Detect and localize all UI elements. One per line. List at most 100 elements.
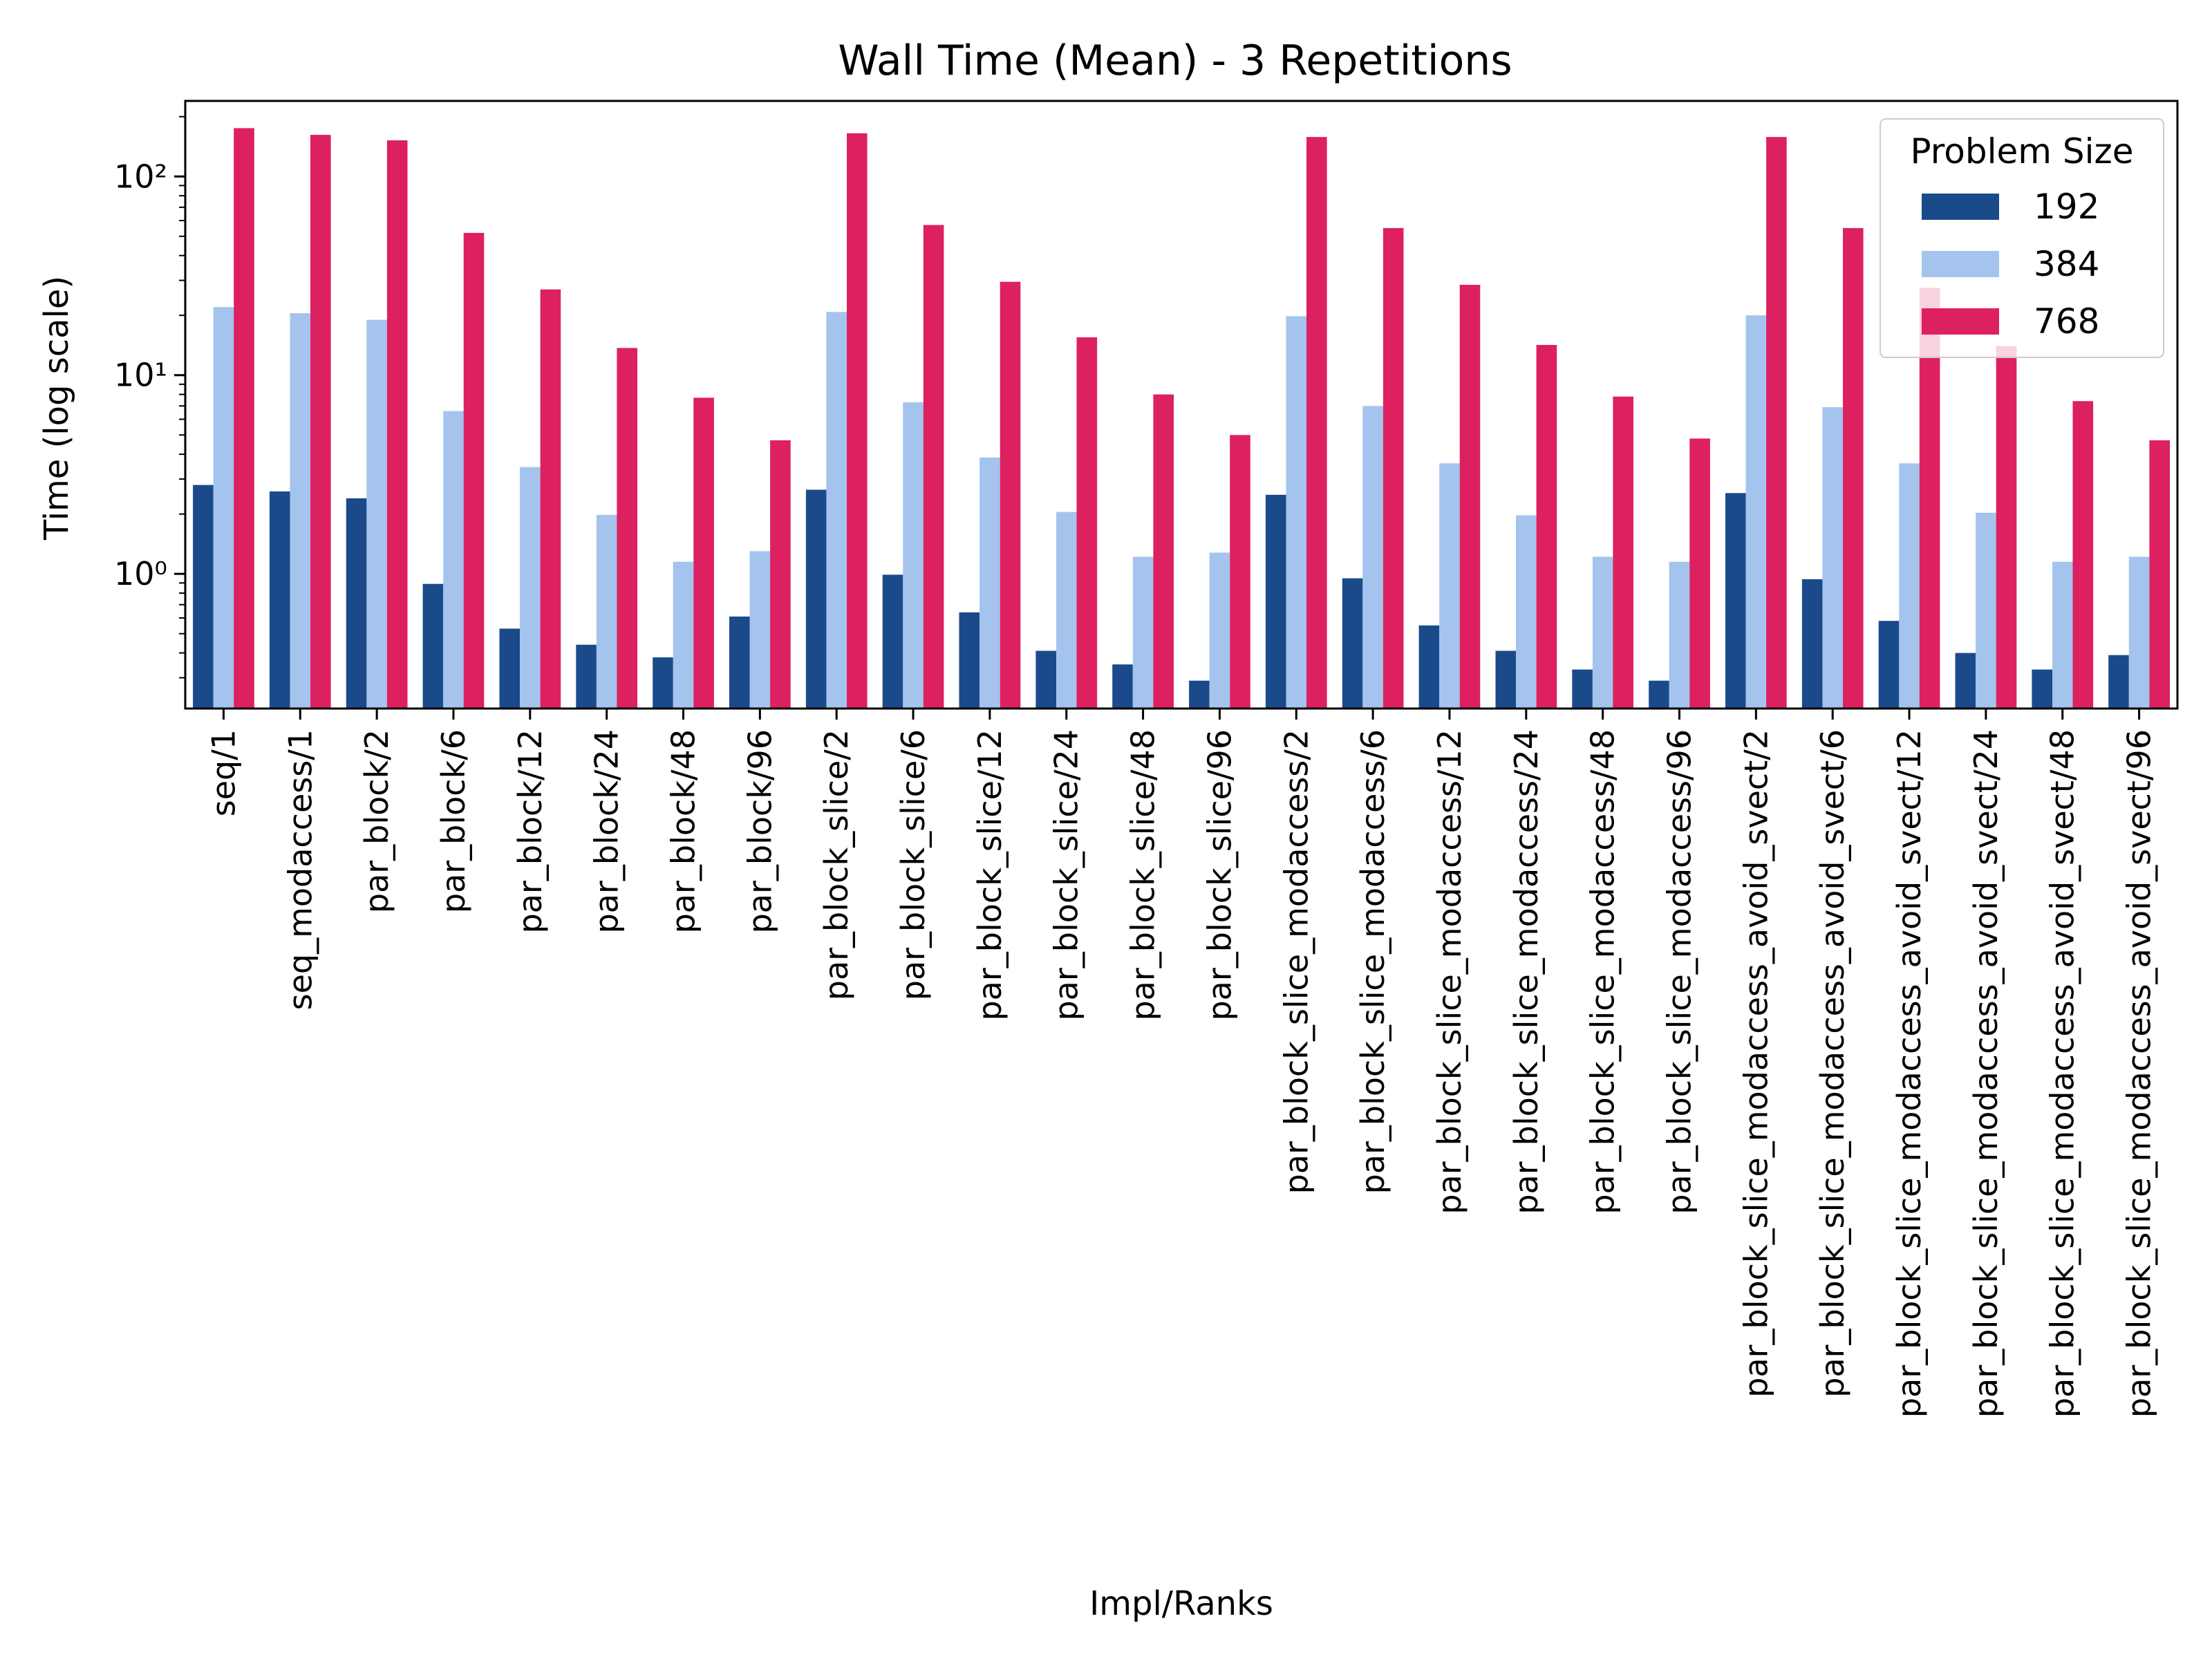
bar-768-12	[1153, 394, 1174, 709]
bar-192-24	[2032, 669, 2052, 709]
x-axis-label: Impl/Ranks	[1089, 1584, 1273, 1623]
bar-768-3	[463, 232, 485, 709]
bar-768-25	[2149, 440, 2170, 709]
x-tick-label: par_block_slice/96	[1201, 729, 1238, 1021]
axis-ticks: 10⁰ 10¹ 10² seq/1 seq_modaccess/1 par_block/2…	[114, 115, 2158, 1418]
bar-768-11	[1076, 337, 1098, 709]
x-tick-label: par_block_slice_modaccess_avoid_svect/12	[1891, 729, 1928, 1418]
y-tick-label: 10⁰	[114, 555, 167, 592]
bar-768-18	[1613, 396, 1633, 709]
bar-768-4	[540, 289, 561, 709]
x-tick-label: seq/1	[205, 729, 242, 816]
bar-192-0	[193, 485, 214, 709]
x-tick-label: par_block_slice/48	[1125, 729, 1162, 1021]
bar-192-7	[729, 616, 750, 709]
bar-768-13	[1230, 435, 1250, 709]
x-tick-label: par_block/96	[741, 729, 778, 933]
legend-label-384: 384	[2034, 244, 2099, 284]
y-tick-label: 10¹	[114, 357, 167, 394]
bar-384-23	[1976, 512, 1996, 709]
bar-768-21	[1843, 227, 1864, 709]
bar-384-18	[1592, 556, 1613, 709]
legend-swatch-192	[1922, 194, 1999, 220]
bar-768-15	[1382, 227, 1404, 709]
bar-768-1	[310, 135, 331, 709]
bar-768-2	[386, 140, 408, 709]
bar-768-9	[923, 225, 944, 709]
bar-768-7	[770, 440, 791, 709]
bar-768-20	[1766, 137, 1787, 709]
bar-768-24	[2072, 401, 2094, 709]
bar-768-14	[1306, 137, 1327, 709]
bar-384-16	[1439, 463, 1460, 709]
bar-384-11	[1056, 512, 1077, 709]
bar-384-8	[826, 312, 847, 709]
bar-192-8	[805, 489, 827, 709]
bar-768-5	[617, 348, 637, 709]
bar-384-12	[1132, 556, 1154, 709]
chart-title: Wall Time (Mean) - 3 Repetitions	[838, 37, 1512, 85]
bar-384-4	[520, 467, 541, 709]
x-tick-label: par_block/48	[665, 729, 702, 933]
x-tick-label: par_block_slice_modaccess_avoid_svect/48	[2044, 729, 2081, 1418]
bar-384-0	[213, 307, 234, 709]
x-tick-label: par_block_slice_modaccess/6	[1354, 729, 1391, 1194]
bar-384-1	[290, 313, 311, 709]
legend-swatch-768	[1922, 308, 1999, 335]
bar-768-0	[234, 128, 254, 709]
bar-192-2	[346, 498, 367, 709]
legend-box	[1880, 118, 2164, 358]
x-tick-label: par_block_slice/6	[894, 729, 932, 1000]
bar-384-6	[673, 561, 694, 709]
bar-192-17	[1495, 650, 1517, 709]
bar-192-10	[959, 612, 980, 709]
legend-label-768: 768	[2034, 301, 2099, 341]
bar-384-21	[1822, 407, 1843, 709]
bar-192-6	[653, 657, 673, 709]
bar-192-16	[1418, 625, 1440, 709]
bar-192-12	[1112, 664, 1133, 709]
bar-192-1	[269, 491, 290, 709]
bar-192-25	[2108, 655, 2129, 709]
bar-192-13	[1189, 680, 1210, 709]
x-tick-label: par_block_slice_modaccess/96	[1661, 729, 1698, 1215]
x-tick-label: par_block_slice_modaccess_avoid_svect/6	[1814, 729, 1851, 1398]
x-tick-label: par_block_slice_modaccess/2	[1277, 729, 1315, 1194]
bars	[193, 128, 2170, 709]
bar-192-15	[1342, 578, 1363, 709]
bar-192-11	[1035, 650, 1056, 709]
x-tick-label: par_block_slice_modaccess/24	[1508, 729, 1545, 1215]
x-tick-label: par_block_slice_modaccess_avoid_svect/96	[2121, 729, 2158, 1418]
bar-384-3	[443, 411, 464, 709]
x-tick-label: par_block_slice/2	[818, 729, 855, 1000]
y-axis-label: Time (log scale)	[37, 276, 76, 541]
bar-384-25	[2128, 556, 2150, 709]
x-tick-label: par_block_slice/24	[1048, 729, 1085, 1021]
bar-768-17	[1536, 345, 1557, 709]
legend-swatch-384	[1922, 251, 1999, 277]
bar-192-9	[882, 574, 903, 709]
bar-384-5	[596, 514, 617, 709]
x-tick-label: par_block_slice/12	[971, 729, 1009, 1021]
bar-384-17	[1516, 515, 1537, 709]
bar-384-24	[2052, 561, 2073, 709]
bar-192-22	[1878, 621, 1900, 709]
bar-768-23	[1996, 346, 2017, 709]
bar-192-3	[422, 583, 444, 709]
legend-label-192: 192	[2034, 187, 2099, 227]
plot-frame	[184, 100, 2179, 710]
x-tick-label: par_block_slice_modaccess/48	[1584, 729, 1622, 1215]
y-tick-label: 10²	[114, 158, 167, 195]
bar-384-20	[1745, 315, 1767, 709]
bar-768-16	[1459, 285, 1481, 709]
bar-768-10	[1000, 281, 1021, 709]
x-tick-label: par_block/12	[512, 729, 549, 933]
bar-192-5	[576, 644, 597, 709]
legend-title: Problem Size	[1911, 131, 2134, 171]
bar-384-19	[1669, 561, 1690, 709]
bar-768-19	[1689, 438, 1710, 709]
bar-192-19	[1649, 680, 1669, 709]
bar-384-10	[980, 457, 1000, 709]
legend: Problem Size 192 384 768	[1880, 118, 2164, 358]
x-tick-label: seq_modaccess/1	[281, 729, 319, 1010]
